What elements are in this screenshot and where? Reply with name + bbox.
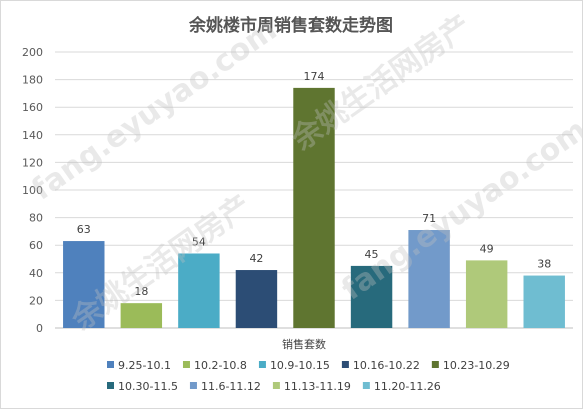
data-label: 54 [192, 235, 206, 248]
legend-swatch [362, 382, 370, 389]
y-tick-label: 80 [29, 212, 43, 225]
bar [63, 241, 105, 328]
data-label: 49 [480, 242, 494, 255]
legend-label: 9.25-10.1 [118, 359, 171, 372]
bar [178, 253, 220, 328]
y-tick-label: 20 [29, 294, 43, 307]
legend-label: 10.16-10.22 [353, 359, 420, 372]
legend-item: 11.13-11.19 [272, 380, 351, 393]
chart-title: 余姚楼市周销售套数走势图 [188, 15, 393, 36]
legend-swatch [107, 382, 114, 389]
data-label: 18 [134, 285, 148, 298]
legend-swatch [258, 361, 266, 368]
x-axis-label: 销售套数 [282, 337, 326, 351]
y-axis: 0 20 40 60 80 100 120 140 160 180 200 [22, 46, 43, 335]
y-tick-label: 120 [22, 156, 43, 169]
legend-label: 10.23-10.29 [443, 359, 510, 372]
data-label: 174 [304, 70, 325, 83]
legend-label: 10.30-11.5 [118, 380, 178, 393]
bar [235, 270, 278, 328]
data-label: 42 [249, 252, 263, 265]
legend-item: 10.16-10.22 [341, 359, 420, 372]
legend-swatch [182, 361, 190, 368]
y-tick-label: 0 [36, 322, 43, 335]
legend-item: 10.23-10.29 [431, 359, 510, 372]
legend-item: 10.9-10.15 [258, 359, 330, 372]
legend-label: 10.9-10.15 [270, 359, 330, 372]
legend-swatch [431, 361, 439, 368]
y-tick-label: 180 [22, 74, 43, 87]
y-tick-label: 60 [29, 239, 43, 252]
legend-swatch [341, 361, 349, 368]
y-tick-label: 160 [22, 101, 43, 114]
data-label: 38 [537, 258, 551, 271]
data-label: 71 [422, 212, 436, 225]
legend-swatch [272, 382, 280, 389]
legend-label: 11.13-11.19 [284, 380, 351, 393]
bar [120, 303, 163, 328]
bar [293, 87, 335, 328]
data-label: 63 [77, 223, 91, 236]
legend-item: 11.20-11.26 [362, 380, 441, 393]
data-labels: 63 18 54 42 174 45 71 49 38 [77, 70, 551, 298]
legend-label: 10.2-10.8 [194, 359, 247, 372]
bar [408, 230, 450, 328]
legend-label: 11.6-11.12 [201, 380, 261, 393]
bar [350, 265, 393, 328]
legend-item: 11.6-11.12 [189, 380, 261, 393]
legend: 9.25-10.1 10.2-10.8 10.9-10.15 10.16-10.22 1… [107, 359, 510, 393]
legend-item: 9.25-10.1 [107, 359, 171, 372]
y-tick-label: 40 [29, 267, 43, 280]
y-tick-label: 140 [22, 129, 43, 142]
legend-swatch [107, 361, 114, 368]
legend-swatch [189, 382, 197, 389]
legend-item: 10.2-10.8 [182, 359, 247, 372]
data-label: 45 [365, 248, 379, 261]
legend-label: 11.20-11.26 [374, 380, 441, 393]
bar [523, 275, 565, 328]
watermark-text: fang.eyuyao.com [26, 12, 284, 207]
legend-item: 10.30-11.5 [107, 380, 178, 393]
bars [63, 87, 565, 328]
y-tick-label: 200 [22, 46, 43, 59]
bar [465, 260, 508, 328]
y-tick-label: 100 [22, 184, 43, 197]
